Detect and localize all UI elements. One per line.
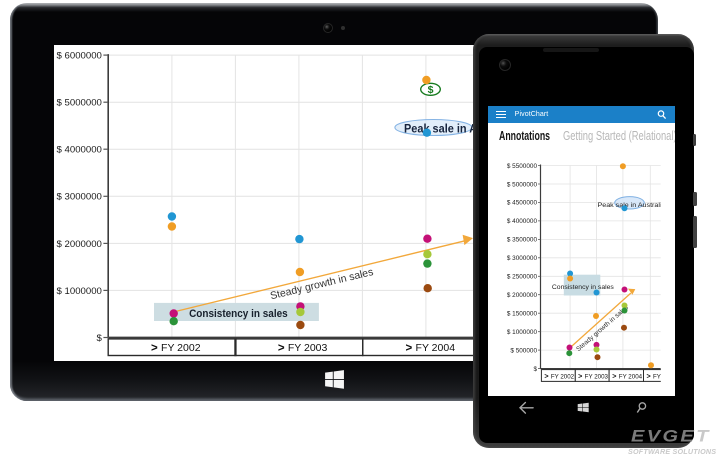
- svg-text:$ 3000000: $ 3000000: [56, 191, 101, 202]
- svg-text:>: >: [277, 342, 284, 354]
- svg-text:$ 5000000: $ 5000000: [56, 97, 101, 108]
- svg-text:>: >: [151, 342, 158, 354]
- svg-text:$ 2000000: $ 2000000: [56, 238, 101, 249]
- svg-text:>: >: [405, 342, 412, 354]
- svg-text:Peak sale in Australia: Peak sale in Australia: [597, 202, 665, 209]
- svg-text:FY 2004: FY 2004: [415, 342, 455, 354]
- svg-text:$: $: [96, 332, 102, 343]
- svg-text:$ 1000000: $ 1000000: [506, 329, 537, 336]
- svg-text:Consistency in sales: Consistency in sales: [189, 308, 288, 320]
- svg-text:>: >: [646, 371, 650, 380]
- svg-text:FY 2005: FY 2005: [652, 373, 674, 380]
- svg-text:$ 1500000: $ 1500000: [506, 310, 537, 317]
- svg-text:$ 4500000: $ 4500000: [506, 200, 537, 207]
- svg-text:FY 2003: FY 2003: [287, 342, 327, 354]
- svg-text:$ 4000000: $ 4000000: [506, 218, 537, 225]
- svg-text:>: >: [578, 371, 582, 380]
- svg-text:$: $: [533, 366, 537, 373]
- svg-text:$ 1000000: $ 1000000: [56, 285, 101, 296]
- svg-text:$ 500000: $ 500000: [510, 347, 537, 354]
- svg-text:$ 5500000: $ 5500000: [506, 163, 537, 170]
- svg-text:>: >: [544, 371, 548, 380]
- svg-text:$ 2500000: $ 2500000: [506, 274, 537, 281]
- svg-text:Consistency in sales: Consistency in sales: [551, 284, 614, 291]
- svg-text:FY 2004: FY 2004: [618, 373, 642, 380]
- svg-text:$ 5000000: $ 5000000: [506, 181, 537, 188]
- svg-text:FY 2002: FY 2002: [161, 342, 201, 354]
- svg-text:$ 3000000: $ 3000000: [506, 255, 537, 262]
- svg-text:$ 6000000: $ 6000000: [56, 50, 101, 61]
- svg-text:FY 2002: FY 2002: [550, 373, 574, 380]
- svg-text:$ 2000000: $ 2000000: [506, 292, 537, 299]
- svg-text:$ 3500000: $ 3500000: [506, 237, 537, 244]
- svg-text:$: $: [427, 84, 433, 96]
- svg-text:FY 2003: FY 2003: [584, 373, 608, 380]
- svg-text:>: >: [612, 371, 616, 380]
- svg-text:$ 4000000: $ 4000000: [56, 144, 101, 155]
